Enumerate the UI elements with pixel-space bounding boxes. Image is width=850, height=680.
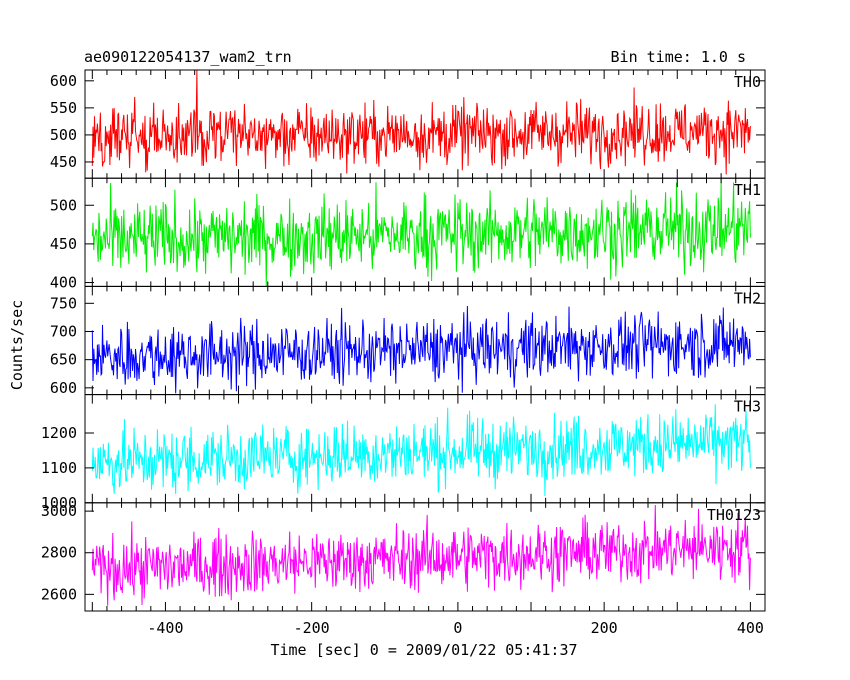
th3-ytick-label: 1100: [41, 459, 77, 477]
th1-panel-label: TH1: [734, 181, 761, 199]
chart-title: ae090122054137_wam2_trn: [84, 48, 292, 66]
xtick-label: 400: [737, 619, 764, 637]
th1-ytick-label: 400: [50, 274, 77, 292]
bin-time-label: Bin time: 1.0 s: [611, 48, 746, 66]
th0-ytick-label: 600: [50, 72, 77, 90]
th3-ytick-label: 1200: [41, 424, 77, 442]
th0123-ytick-label: 2800: [41, 544, 77, 562]
th0-panel-label: TH0: [734, 73, 761, 91]
th0123-ytick-label: 3000: [41, 502, 77, 520]
th0-ytick-label: 550: [50, 99, 77, 117]
th3-series-line: [91, 404, 751, 497]
xtick-label: 0: [453, 619, 462, 637]
y-axis-label: Counts/sec: [8, 300, 26, 390]
th0123-panel-label: TH0123: [707, 506, 761, 524]
th0-series-line: [91, 69, 751, 175]
th1-ytick-label: 500: [50, 196, 77, 214]
th0-ytick-label: 500: [50, 126, 77, 144]
th0-ytick-label: 450: [50, 153, 77, 171]
xtick-label: -400: [147, 619, 183, 637]
th0123-panel-frame: [84, 502, 766, 612]
th2-ytick-label: 600: [50, 379, 77, 397]
panels-group: 450 500 550 600 TH0 400 450 500 TH1 600 650 700 750 T…: [41, 69, 766, 637]
th1-ytick-label: 450: [50, 235, 77, 253]
th2-series-line: [91, 305, 751, 394]
xtick-label: 200: [591, 619, 618, 637]
th3-panel-label: TH3: [734, 398, 761, 416]
th0123-ytick-label: 2600: [41, 585, 77, 603]
th2-ytick-label: 750: [50, 294, 77, 312]
th0123-series-line: [91, 504, 751, 606]
x-axis-label: Time [sec] 0 = 2009/01/22 05:41:37: [270, 641, 577, 659]
th1-series-line: [91, 178, 751, 287]
xtick-label: -200: [294, 619, 330, 637]
th3-ytick-label: 1000: [41, 494, 77, 512]
th2-panel-label: TH2: [734, 289, 761, 307]
th2-ytick-label: 700: [50, 322, 77, 340]
th2-ytick-label: 650: [50, 351, 77, 369]
